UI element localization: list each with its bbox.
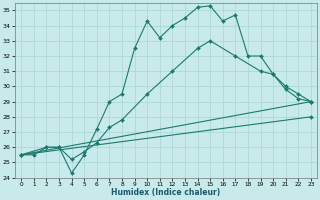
X-axis label: Humidex (Indice chaleur): Humidex (Indice chaleur): [111, 188, 221, 197]
